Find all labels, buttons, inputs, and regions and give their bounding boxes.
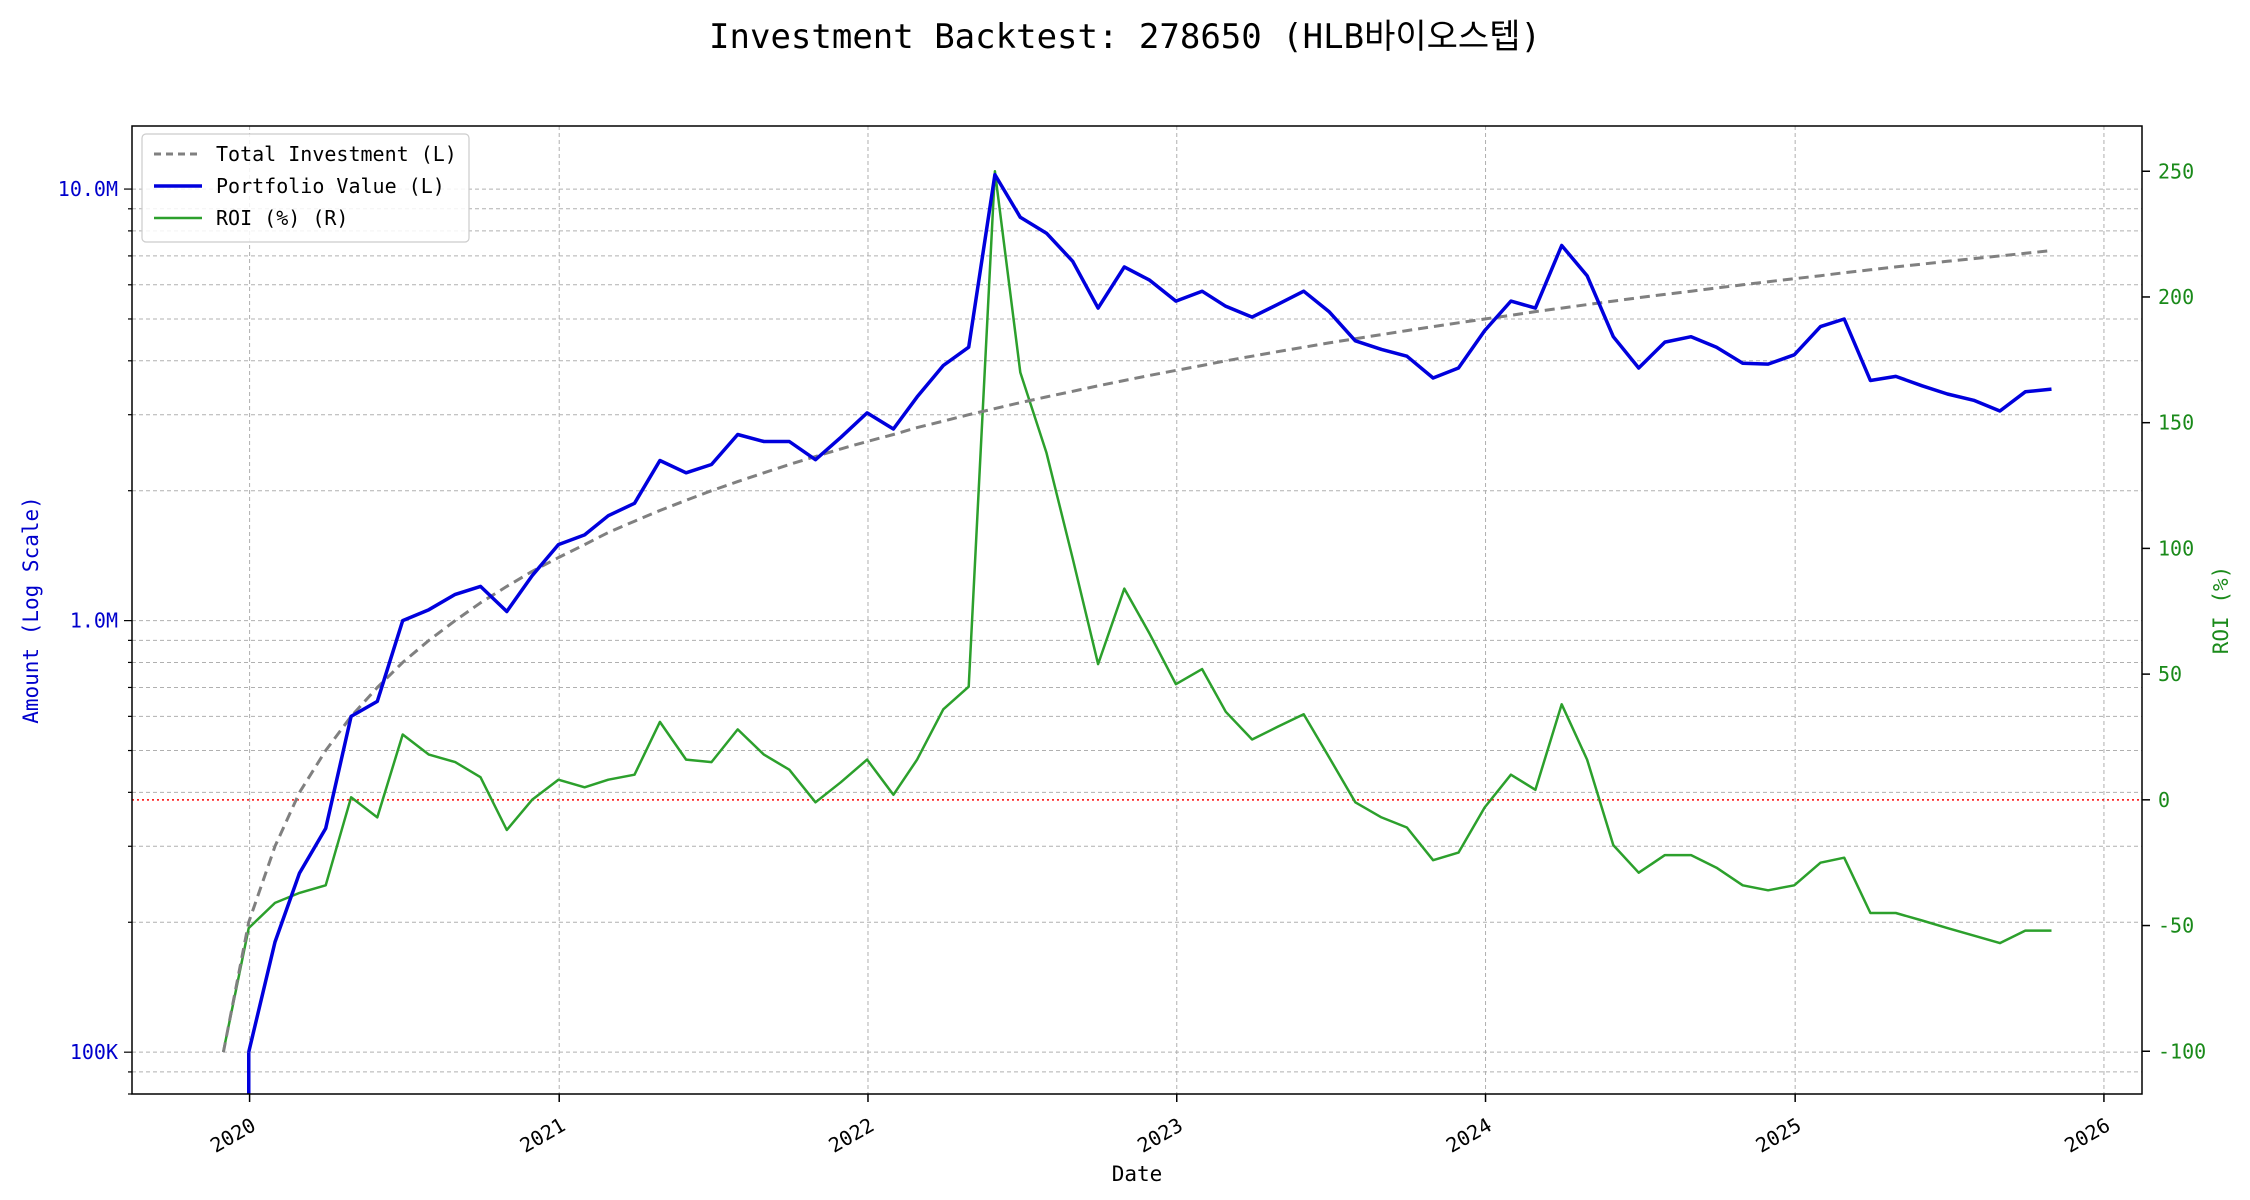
series-line-portfolio-value — [246, 172, 2052, 1053]
left-tick-label: 100K — [70, 1040, 118, 1064]
plot-frame — [131, 125, 2143, 1095]
right-tick-label: 150 — [2158, 411, 2194, 435]
right-tick-label: 50 — [2158, 662, 2182, 686]
right-y-axis-label: ROI (%) — [2209, 566, 2233, 655]
legend-label: Total Investment (L) — [216, 142, 457, 166]
series-lines — [221, 170, 2052, 1094]
right-tick-label: 250 — [2158, 159, 2194, 183]
series-line-roi — [222, 170, 2052, 1052]
legend-label: Portfolio Value (L) — [216, 174, 445, 198]
left-tick-label: 1.0M — [70, 609, 118, 633]
left-tick-label: 10.0M — [58, 177, 118, 201]
right-tick-label: -100 — [2158, 1039, 2206, 1063]
legend-label: ROI (%) (R) — [216, 206, 348, 230]
right-tick-label: -50 — [2158, 914, 2194, 938]
left-y-axis-label: Amount (Log Scale) — [19, 496, 43, 724]
legend-box — [141, 133, 470, 243]
left-y-axis: 100K 1.0M 10.0M — [58, 177, 132, 1095]
right-tick-label: 100 — [2158, 536, 2194, 560]
legend: Total Investment (L) Portfolio Value (L) R… — [141, 133, 470, 243]
right-tick-label: 0 — [2158, 788, 2170, 812]
x-axis-label: Date — [1112, 1162, 1163, 1186]
right-tick-label: 200 — [2158, 285, 2194, 309]
series-line-total-investment — [221, 249, 2052, 1053]
chart-title: Investment Backtest: 278650 (HLB바이오스텝) — [709, 17, 1541, 57]
right-y-axis: -100 -50 0 50 100 150 200 250 — [2142, 159, 2206, 1063]
